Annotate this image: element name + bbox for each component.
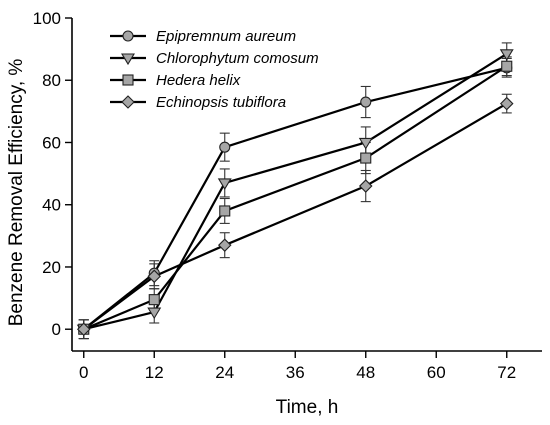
series-lines	[83, 52, 508, 331]
data-point-echinopsis-tubiflora	[217, 238, 232, 252]
legend-marker-hedera-helix	[122, 74, 134, 86]
x-tick-label: 0	[79, 363, 88, 382]
y-tick-label: 100	[33, 9, 61, 28]
series-line-chlorophytum-comosum	[83, 52, 508, 331]
y-tick-label: 0	[52, 320, 61, 339]
x-tick-label: 36	[286, 363, 305, 382]
legend-label-chlorophytum-comosum: Chlorophytum comosum	[156, 50, 319, 67]
data-point-chlorophytum-comosum	[147, 307, 162, 320]
x-tick-label: 72	[497, 363, 516, 382]
data-point-chlorophytum-comosum	[499, 49, 514, 61]
data-point-echinopsis-tubiflora	[499, 96, 514, 111]
x-tick-label: 24	[215, 363, 234, 382]
error-bars	[78, 42, 512, 340]
data-point-epipremnum-aureum	[360, 96, 372, 108]
x-tick-label: 48	[356, 363, 375, 382]
data-point-epipremnum-aureum	[219, 141, 231, 153]
legend-marker-echinopsis-tubiflora	[121, 95, 135, 109]
axes: 0 12 24 36 48 60 72 0 20 40 60 80 100	[33, 9, 542, 382]
y-tick-label: 20	[42, 258, 61, 277]
data-point-echinopsis-tubiflora	[76, 322, 91, 336]
x-axis-label: Time, h	[276, 397, 339, 418]
y-tick-label: 80	[42, 71, 61, 90]
data-point-chlorophytum-comosum	[358, 137, 373, 150]
y-axis-label: Benzene Removal Efficiency, %	[6, 59, 27, 327]
data-point-echinopsis-tubiflora	[147, 269, 162, 284]
data-point-echinopsis-tubiflora	[358, 179, 373, 193]
series-line-echinopsis-tubiflora	[83, 102, 508, 331]
y-tick-label: 60	[42, 133, 61, 152]
legend-label-epipremnum-aureum: Epipremnum aureum	[156, 28, 296, 45]
legend-marker-chlorophytum-comosum	[121, 53, 135, 66]
data-point-hedera-helix	[360, 152, 372, 164]
y-tick-label: 40	[42, 196, 61, 215]
data-point-chlorophytum-comosum	[217, 178, 232, 191]
legend-label-hedera-helix: Hedera helix	[156, 72, 241, 89]
legend-marker-epipremnum-aureum	[122, 30, 134, 42]
legend: Epipremnum aureum Chlorophytum comosum Hed…	[110, 28, 319, 111]
data-point-hedera-helix	[219, 205, 231, 217]
data-point-hedera-helix	[501, 60, 513, 72]
data-point-hedera-helix	[148, 294, 160, 306]
legend-label-echinopsis-tubiflora: Echinopsis tubiflora	[156, 94, 286, 111]
x-tick-label: 12	[145, 363, 164, 382]
series-line-hedera-helix	[83, 65, 508, 331]
data-markers	[76, 49, 514, 337]
x-tick-label: 60	[427, 363, 446, 382]
